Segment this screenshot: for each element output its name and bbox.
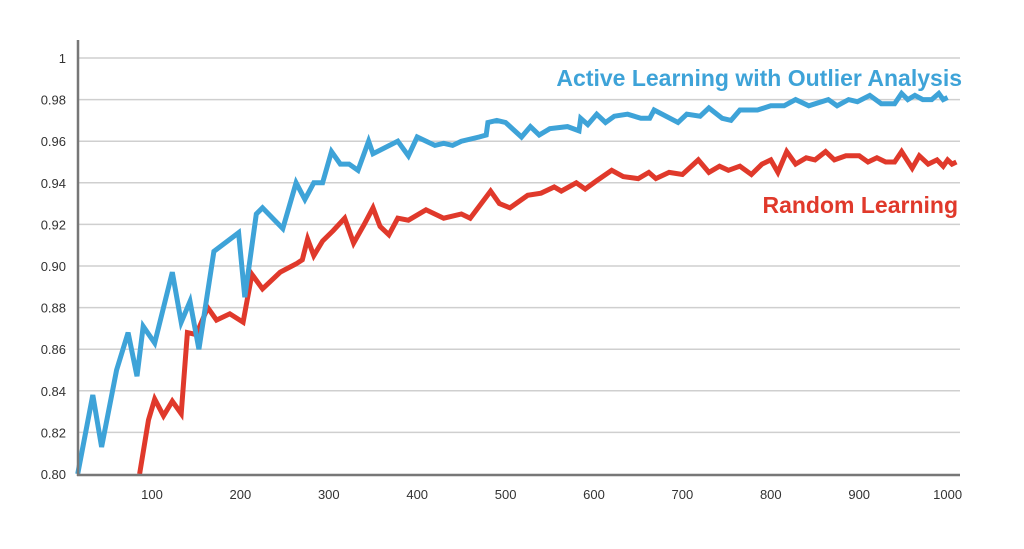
y-tick-label: 0.86 bbox=[41, 342, 66, 357]
series-line-active-learning bbox=[75, 89, 949, 475]
y-tick-label: 0.92 bbox=[41, 217, 66, 232]
x-tick-label: 800 bbox=[760, 487, 782, 502]
x-tick-label: 700 bbox=[672, 487, 694, 502]
y-tick-label: 0.84 bbox=[41, 384, 66, 399]
x-tick-label: 900 bbox=[848, 487, 870, 502]
x-tick-label: 500 bbox=[495, 487, 517, 502]
y-tick-label: 0.96 bbox=[41, 134, 66, 149]
x-tick-label: 300 bbox=[318, 487, 340, 502]
y-tick-label: 1 bbox=[59, 51, 66, 66]
series-lines bbox=[75, 89, 958, 475]
y-tick-label: 0.82 bbox=[41, 425, 66, 440]
x-tick-label: 400 bbox=[406, 487, 428, 502]
legend-random-learning: Random Learning bbox=[762, 192, 958, 218]
y-tick-label: 0.98 bbox=[41, 93, 66, 108]
y-tick-label: 0.90 bbox=[41, 259, 66, 274]
series-line-random-learning bbox=[137, 146, 958, 475]
x-tick-label: 200 bbox=[230, 487, 252, 502]
y-tick-label: 0.80 bbox=[41, 467, 66, 482]
y-tick-label: 0.88 bbox=[41, 301, 66, 316]
y-axis-ticks: 0.80 0.82 0.84 0.86 0.88 0.90 0.92 0.94 0.96 0.98… bbox=[41, 51, 66, 482]
x-tick-label: 100 bbox=[141, 487, 163, 502]
legend-active-learning: Active Learning with Outlier Analysis bbox=[556, 65, 962, 91]
y-tick-label: 0.94 bbox=[41, 176, 66, 191]
x-axis-ticks: 100 200 300 400 500 600 700 800 900 1000 bbox=[141, 487, 962, 502]
x-tick-label: 1000 bbox=[933, 487, 962, 502]
grid-lines bbox=[78, 57, 960, 434]
x-tick-label: 600 bbox=[583, 487, 605, 502]
